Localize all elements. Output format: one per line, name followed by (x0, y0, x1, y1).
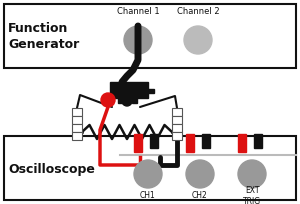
Bar (72, 132, 82, 140)
Bar (72, 124, 82, 132)
Text: Channel 1: Channel 1 (117, 8, 159, 17)
Bar (172, 116, 182, 124)
Bar (132, 98, 137, 103)
Circle shape (238, 160, 266, 188)
Circle shape (101, 93, 115, 107)
Bar (118, 98, 123, 103)
Circle shape (184, 26, 212, 54)
Text: Oscilloscope: Oscilloscope (8, 163, 95, 176)
Bar (134, 134, 142, 152)
Circle shape (186, 160, 214, 188)
Text: EXT
TRIG: EXT TRIG (243, 186, 261, 204)
Bar (186, 134, 194, 152)
Bar (150, 134, 158, 148)
Bar (172, 124, 182, 132)
Bar (172, 132, 182, 140)
Circle shape (124, 26, 152, 54)
Text: Function
Generator: Function Generator (8, 21, 79, 51)
Bar (254, 134, 262, 148)
Circle shape (122, 96, 132, 106)
Bar (4, 136, 296, 200)
Bar (72, 108, 82, 116)
Bar (72, 116, 82, 124)
Text: CH2: CH2 (192, 192, 208, 201)
Bar (148, 89, 154, 93)
Bar (110, 82, 148, 98)
Text: CH1: CH1 (140, 192, 156, 201)
Bar (202, 134, 210, 148)
Bar (172, 108, 182, 116)
Bar (4, 4, 296, 68)
Text: Channel 2: Channel 2 (177, 8, 219, 17)
Bar (238, 134, 246, 152)
Circle shape (134, 160, 162, 188)
